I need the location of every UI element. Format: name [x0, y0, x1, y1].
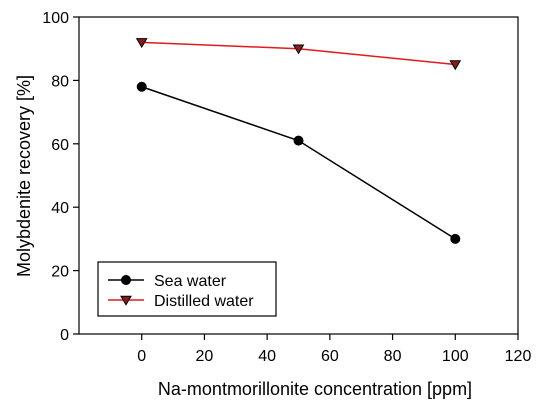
- x-tick-label: 100: [442, 348, 469, 365]
- series-distilled-water: [135, 38, 462, 71]
- y-tick-label: 20: [51, 264, 69, 281]
- legend-box: [97, 261, 277, 317]
- series-line-sea-water: [141, 86, 456, 240]
- plot-border: [78, 16, 519, 335]
- y-axis-title: Molybdenite recovery [%]: [14, 75, 34, 277]
- plot-frame: [78, 16, 519, 335]
- legend-label-distilled-water: Distilled water: [154, 293, 254, 310]
- series-layer: [135, 38, 462, 244]
- x-axis-title: Na-montmorillonite concentration [ppm]: [158, 379, 472, 399]
- data-point-sea-water: [293, 135, 304, 146]
- x-tick-label: 0: [137, 348, 146, 365]
- y-tick-label: 80: [51, 73, 69, 90]
- data-point-distilled-water: [449, 60, 462, 71]
- y-axis: 0 20 40 60 80 100: [42, 10, 79, 344]
- y-tick-label: 100: [42, 10, 69, 27]
- x-tick-label: 80: [384, 348, 402, 365]
- y-tick-label: 0: [60, 327, 69, 344]
- x-tick-label: 40: [258, 348, 276, 365]
- y-tick-label: 60: [51, 137, 69, 154]
- legend: Sea water Distilled water: [97, 261, 277, 317]
- x-axis: 0 20 40 60 80 100 120: [137, 334, 531, 365]
- data-point-sea-water: [136, 81, 147, 92]
- data-point-distilled-water: [292, 44, 305, 55]
- data-point-sea-water: [450, 233, 461, 244]
- series-sea-water: [136, 81, 461, 244]
- legend-label-sea-water: Sea water: [154, 273, 227, 290]
- data-point-distilled-water: [135, 38, 148, 49]
- x-tick-label: 20: [196, 348, 214, 365]
- legend-marker-sea-water: [121, 275, 131, 285]
- x-tick-label: 120: [505, 348, 532, 365]
- y-tick-label: 40: [51, 200, 69, 217]
- legend-marker-distilled-water: [120, 295, 132, 306]
- x-tick-label: 60: [321, 348, 339, 365]
